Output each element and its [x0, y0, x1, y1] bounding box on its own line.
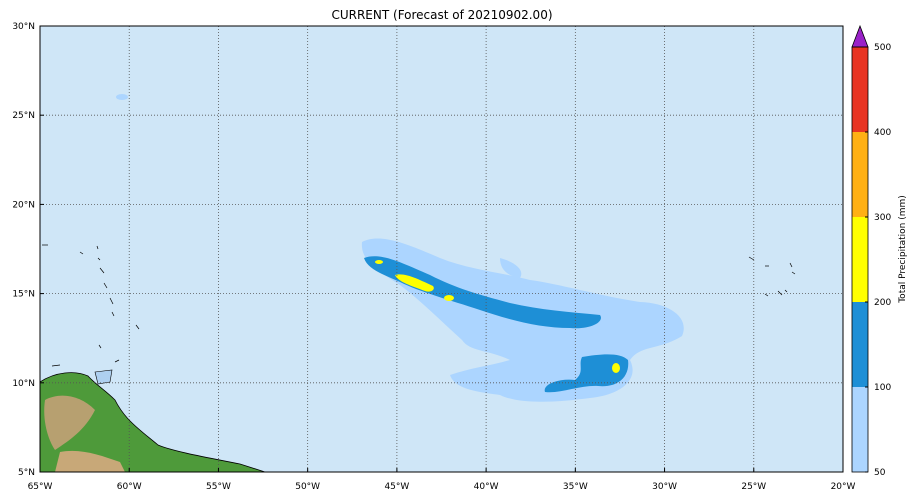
graticule: 65°W 60°W 55°W 50°W 45°W 40°W 35°W 30°W 25°W 20°W…: [12, 22, 855, 492]
precip-200: [444, 295, 454, 301]
title: CURRENT (Forecast of 20210902.00): [331, 8, 552, 22]
x-tick-label: 40°W: [474, 482, 499, 492]
colorbar-segment: [852, 217, 868, 302]
precip-200: [375, 260, 383, 264]
colorbar: 50 100 200 300 400 500: [851, 24, 891, 478]
islands: [42, 244, 796, 367]
x-tick-label: 65°W: [28, 482, 53, 492]
precip-50: [500, 258, 522, 278]
precip-100: [364, 256, 601, 329]
map-frame: [39, 25, 844, 473]
land-relief: [44, 395, 95, 450]
y-tick-label: 5°N: [18, 468, 35, 478]
ocean: [40, 26, 843, 472]
land: [39, 372, 266, 473]
precip-50: [116, 94, 128, 100]
y-tick-label: 30°N: [12, 22, 35, 32]
colorbar-segment: [852, 387, 868, 472]
colorbar-tick-label: 50: [874, 468, 886, 478]
colorbar-tick-label: 100: [874, 383, 891, 393]
y-tick-label: 10°N: [12, 379, 35, 389]
x-tick-label: 45°W: [384, 482, 409, 492]
colorbar-label: Total Precipitation (mm): [898, 195, 908, 304]
map: [39, 26, 843, 473]
colorbar-tick-label: 300: [874, 213, 891, 223]
colorbar-tick-label: 500: [874, 43, 891, 53]
colorbar-extend: [851, 24, 869, 48]
x-tick-label: 55°W: [206, 482, 231, 492]
land-relief: [55, 450, 125, 472]
y-tick-label: 20°N: [12, 200, 35, 210]
y-tick-label: 25°N: [12, 111, 35, 121]
colorbar-segment: [852, 132, 868, 217]
island: [94, 369, 113, 385]
colorbar-segment: [852, 47, 868, 132]
x-tick-label: 30°W: [652, 482, 677, 492]
precip-200: [612, 363, 620, 373]
y-tick-label: 15°N: [12, 290, 35, 300]
x-tick-label: 35°W: [563, 482, 588, 492]
colorbar-tick-label: 200: [874, 298, 891, 308]
precip-200: [395, 274, 434, 292]
colorbar-frame: [851, 46, 869, 473]
x-tick-label: 60°W: [117, 482, 142, 492]
colorbar-segment: [852, 302, 868, 387]
x-tick-label: 50°W: [295, 482, 320, 492]
x-tick-label: 25°W: [741, 482, 766, 492]
x-tick-label: 20°W: [831, 482, 856, 492]
colorbar-tick-label: 400: [874, 128, 891, 138]
